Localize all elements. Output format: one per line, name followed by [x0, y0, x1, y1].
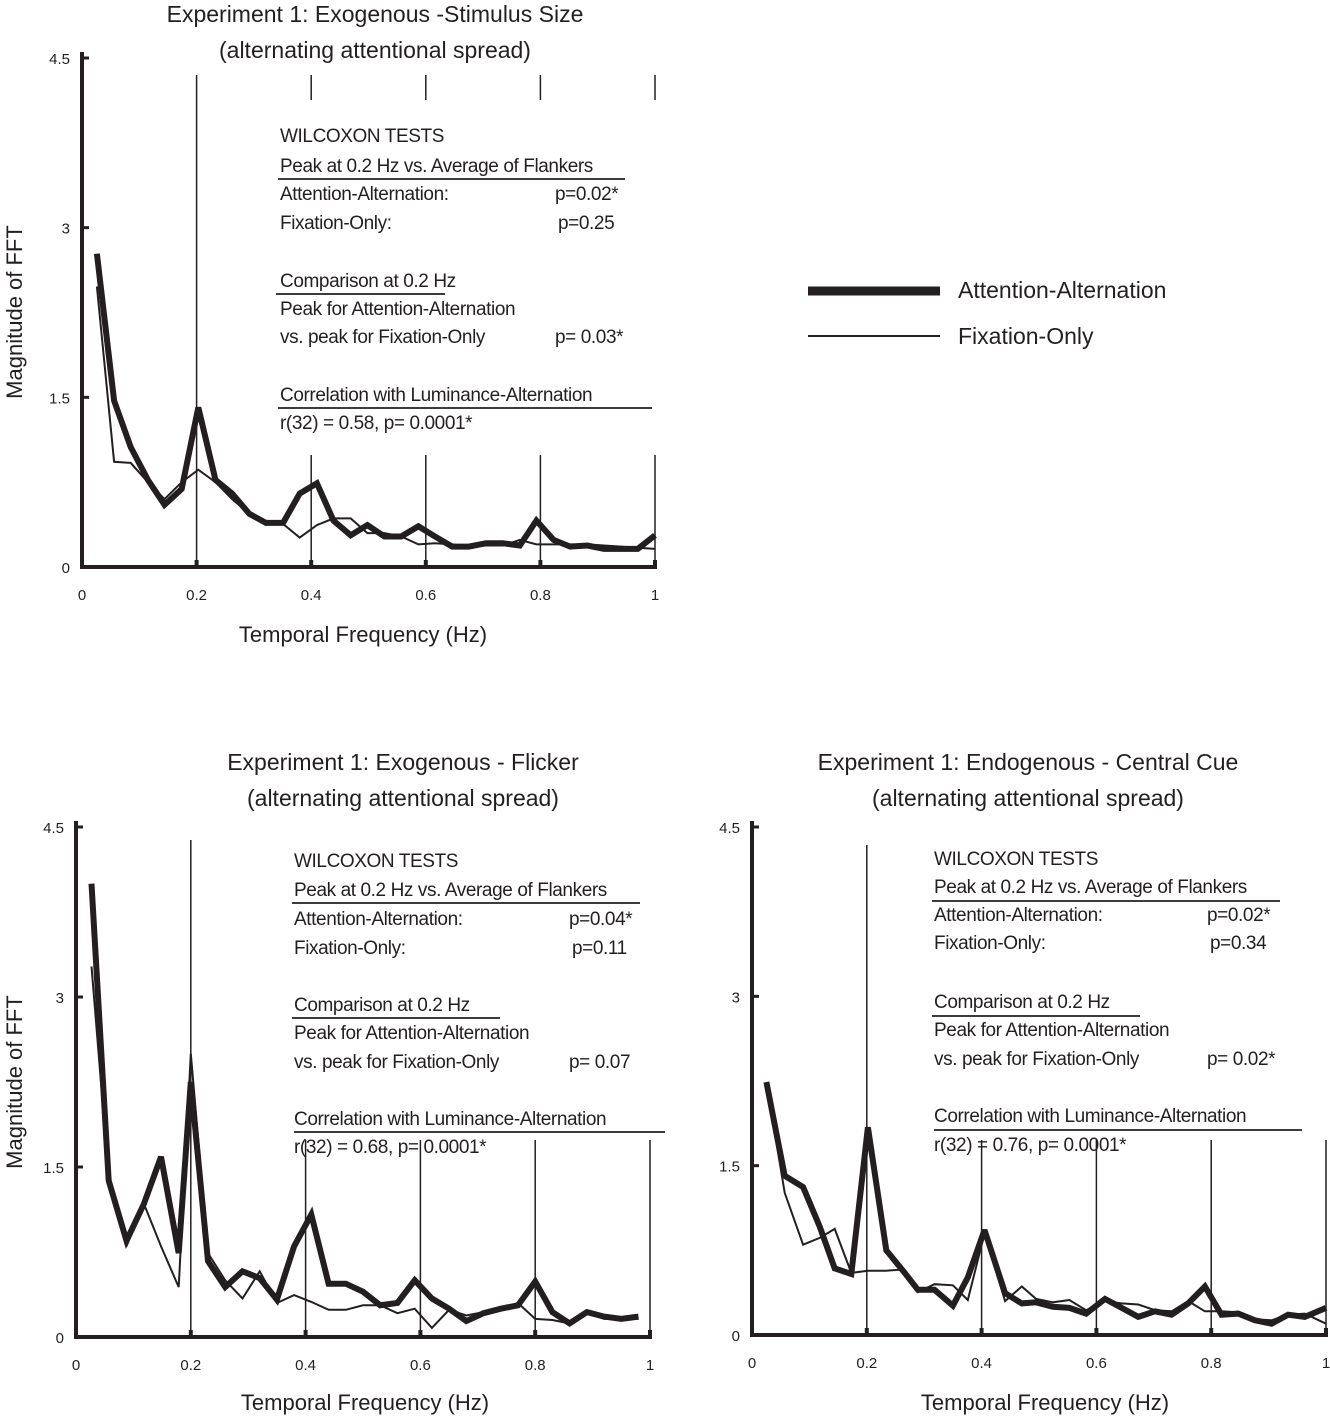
- stat-comp-line1: Peak for Attention-Alternation: [934, 1020, 1169, 1041]
- series-attention-alternation: [93, 253, 657, 552]
- series-fixation-only: [95, 286, 656, 550]
- stat-att-p: p=0.02*: [1207, 905, 1271, 926]
- x-tick-label: 0.2: [186, 587, 207, 604]
- x-axis-label: Temporal Frequency (Hz): [921, 1390, 1169, 1415]
- y-tick-label: 0: [732, 1328, 740, 1345]
- chart-1: Experiment 1: Exogenous -Stimulus Size (a…: [2, 1, 659, 647]
- wilcoxon-stats: WILCOXON TESTS Peak at 0.2 Hz vs. Average…: [932, 849, 1302, 1156]
- stat-fix-label: Fixation-Only:: [934, 933, 1046, 954]
- stat-corr-value: r(32) = 0.58, p= 0.0001*: [280, 413, 473, 434]
- x-tick-label: 0.8: [525, 1357, 546, 1374]
- stat-corr-value: r(32) = 0.68, p= 0.0001*: [294, 1137, 487, 1158]
- stat-fix-p: p=0.25: [558, 213, 614, 234]
- y-tick-label: 3: [56, 990, 64, 1007]
- stat-comp-p: p= 0.07: [569, 1052, 630, 1073]
- y-tick-label: 1.5: [49, 390, 70, 407]
- x-tick-label: 0.6: [410, 1357, 431, 1374]
- chart-3: Experiment 1: Endogenous - Central Cue (a…: [719, 749, 1330, 1415]
- stat-heading: WILCOXON TESTS: [294, 851, 458, 872]
- stat-comp-line1: Peak for Attention-Alternation: [294, 1023, 529, 1044]
- chart-title-line: Experiment 1: Exogenous - Flicker: [227, 749, 579, 775]
- x-tick-label: 1: [651, 587, 659, 604]
- stat-fix-label: Fixation-Only:: [280, 213, 392, 234]
- stat-att-label: Attention-Alternation:: [294, 909, 463, 930]
- chart-title-line: Experiment 1: Exogenous -Stimulus Size: [167, 1, 584, 27]
- stat-comp-heading: Comparison at 0.2 Hz: [294, 995, 470, 1016]
- x-tick-label: 0.6: [1086, 1355, 1107, 1372]
- stat-peak-heading: Peak at 0.2 Hz vs. Average of Flankers: [294, 880, 607, 901]
- wilcoxon-stats: WILCOXON TESTS Peak at 0.2 Hz vs. Average…: [292, 851, 665, 1158]
- chart-title-line: (alternating attentional spread): [872, 785, 1184, 811]
- x-axis-label: Temporal Frequency (Hz): [239, 622, 487, 647]
- x-tick-label: 0.4: [295, 1357, 316, 1374]
- y-tick-label: 4.5: [43, 820, 64, 837]
- x-tick-label: 1: [1322, 1355, 1330, 1372]
- stat-corr-heading: Correlation with Luminance-Alternation: [280, 385, 592, 406]
- stat-fix-p: p=0.11: [572, 938, 627, 959]
- legend: Attention-Alternation Fixation-Only: [808, 277, 1166, 349]
- stat-comp-line2: vs. peak for Fixation-Only: [294, 1052, 500, 1073]
- x-tick-label: 0.4: [301, 587, 322, 604]
- x-tick-label: 0.6: [415, 587, 436, 604]
- stat-comp-heading: Comparison at 0.2 Hz: [280, 271, 456, 292]
- chart-title-line: Experiment 1: Endogenous - Central Cue: [818, 749, 1239, 775]
- chart-title-line: (alternating attentional spread): [219, 37, 531, 63]
- stat-comp-line2: vs. peak for Fixation-Only: [934, 1049, 1140, 1070]
- legend-label-attention: Attention-Alternation: [958, 277, 1166, 303]
- stat-heading: WILCOXON TESTS: [280, 126, 444, 147]
- x-tick-label: 0.4: [971, 1355, 992, 1372]
- chart-2: Experiment 1: Exogenous - Flicker (altern…: [2, 749, 665, 1415]
- stat-att-p: p=0.02*: [555, 184, 619, 205]
- y-tick-label: 0: [62, 560, 70, 577]
- wilcoxon-stats: WILCOXON TESTS Peak at 0.2 Hz vs. Average…: [276, 126, 652, 434]
- x-tick-label: 0.8: [530, 587, 551, 604]
- stat-peak-heading: Peak at 0.2 Hz vs. Average of Flankers: [934, 877, 1247, 898]
- stat-corr-heading: Correlation with Luminance-Alternation: [294, 1109, 606, 1130]
- x-tick-label: 0: [78, 587, 86, 604]
- chart-title-line: (alternating attentional spread): [247, 785, 559, 811]
- x-tick-label: 0.8: [1201, 1355, 1222, 1372]
- y-axis-label: Magnitude of FFT: [2, 995, 27, 1169]
- y-axis-label: Magnitude of FFT: [2, 225, 27, 399]
- y-tick-label: 1.5: [43, 1160, 64, 1177]
- y-tick-label: 4.5: [49, 51, 70, 68]
- stat-peak-heading: Peak at 0.2 Hz vs. Average of Flankers: [280, 156, 593, 177]
- x-tick-label: 0.2: [180, 1357, 201, 1374]
- stat-fix-p: p=0.34: [1210, 933, 1267, 954]
- stat-comp-line2: vs. peak for Fixation-Only: [280, 327, 486, 348]
- y-tick-label: 4.5: [719, 820, 740, 837]
- x-tick-label: 0: [748, 1355, 756, 1372]
- stat-att-label: Attention-Alternation:: [934, 905, 1103, 926]
- x-axis-label: Temporal Frequency (Hz): [241, 1390, 489, 1415]
- stat-fix-label: Fixation-Only:: [294, 938, 406, 959]
- stat-comp-line1: Peak for Attention-Alternation: [280, 299, 515, 320]
- stat-comp-heading: Comparison at 0.2 Hz: [934, 992, 1110, 1013]
- stat-att-label: Attention-Alternation:: [280, 184, 449, 205]
- stat-comp-p: p= 0.03*: [555, 327, 624, 348]
- series-fixation-only: [765, 1081, 1327, 1325]
- y-tick-label: 0: [56, 1330, 64, 1347]
- x-tick-label: 1: [646, 1357, 654, 1374]
- y-tick-label: 1.5: [719, 1159, 740, 1176]
- y-tick-label: 3: [732, 989, 740, 1006]
- stat-att-p: p=0.04*: [569, 909, 633, 930]
- x-tick-label: 0.2: [856, 1355, 877, 1372]
- stat-comp-p: p= 0.02*: [1207, 1049, 1276, 1070]
- legend-label-fixation: Fixation-Only: [958, 323, 1094, 349]
- series-fixation-only: [90, 966, 639, 1330]
- y-tick-label: 3: [62, 221, 70, 238]
- stat-heading: WILCOXON TESTS: [934, 849, 1098, 870]
- series-attention-alternation: [763, 1081, 1328, 1327]
- stat-corr-heading: Correlation with Luminance-Alternation: [934, 1106, 1246, 1127]
- stat-corr-value: r(32) = 0.76, p= 0.0001*: [934, 1135, 1127, 1156]
- x-tick-label: 0: [72, 1357, 80, 1374]
